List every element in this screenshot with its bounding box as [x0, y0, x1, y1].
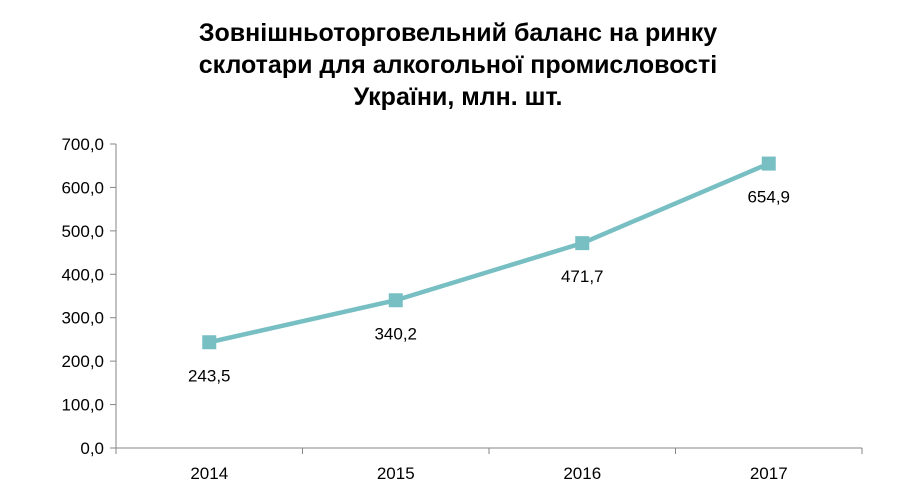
y-tick-label: 0,0	[80, 439, 104, 458]
data-point-marker	[388, 293, 403, 308]
chart-title: Зовнішньоторговельний баланс на ринку ск…	[0, 17, 916, 113]
y-axis: 0,0 100,0 200,0 300,0 400,0 500,0 600,0 700,0	[61, 135, 117, 458]
y-tick-label: 500,0	[61, 222, 104, 241]
x-tick-label: 2014	[190, 464, 228, 483]
y-tick-label: 100,0	[61, 396, 104, 415]
data-label: 243,5	[188, 366, 231, 385]
y-tick-label: 600,0	[61, 178, 104, 197]
series-line	[207, 161, 771, 345]
data-point-marker	[202, 335, 217, 350]
x-tick-label: 2016	[563, 464, 601, 483]
data-label: 340,2	[374, 324, 417, 343]
y-tick-label: 700,0	[61, 135, 104, 154]
x-tick-label: 2015	[377, 464, 415, 483]
data-labels: 243,5 340,2 471,7 654,9	[188, 188, 790, 386]
x-tick-label: 2017	[750, 464, 788, 483]
chart-title-line-2: склотари для алкогольної промисловості	[198, 51, 718, 79]
data-point-marker	[575, 236, 590, 251]
y-tick-label: 400,0	[61, 265, 104, 284]
chart-title-line-1: Зовнішньоторговельний баланс на ринку	[198, 19, 718, 47]
y-tick-label: 300,0	[61, 309, 104, 328]
y-tick-label: 200,0	[61, 352, 104, 371]
x-axis: 2014 2015 2016 2017	[115, 447, 863, 483]
data-label: 654,9	[747, 188, 790, 207]
data-point-marker	[761, 156, 776, 171]
chart-title-line-3: України, млн. шт.	[353, 83, 563, 111]
series	[202, 156, 776, 350]
data-label: 471,7	[561, 267, 604, 286]
